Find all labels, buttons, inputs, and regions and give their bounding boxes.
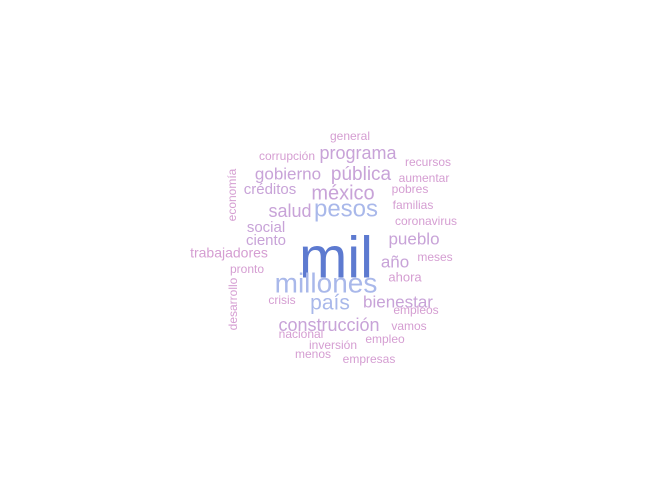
- word-5: construcción: [278, 315, 379, 335]
- word-1: millones: [275, 267, 378, 298]
- word-30: empleos: [393, 303, 438, 317]
- word-20: pobres: [392, 182, 429, 196]
- word-10: gobierno: [255, 164, 321, 183]
- word-35: menos: [295, 347, 331, 361]
- word-2: pesos: [314, 195, 378, 222]
- word-26: pronto: [230, 262, 264, 276]
- word-18: coronavirus: [395, 214, 457, 228]
- word-16: trabajadores: [190, 245, 268, 261]
- word-23: corrupción: [259, 149, 315, 163]
- word-36: empresas: [343, 352, 396, 366]
- word-29: crisis: [268, 293, 295, 307]
- word-34: inversión: [309, 338, 357, 352]
- word-7: programa: [319, 143, 397, 163]
- word-12: año: [381, 252, 409, 271]
- word-11: pueblo: [388, 229, 439, 248]
- word-28: desarrollo: [226, 277, 240, 330]
- word-21: aumentar: [399, 171, 450, 185]
- word-0: mil: [299, 225, 373, 290]
- word-31: vamos: [391, 319, 426, 333]
- word-3: país: [310, 292, 350, 315]
- word-32: nacional: [279, 327, 324, 341]
- word-8: bienestar: [363, 292, 433, 311]
- word-6: pública: [331, 164, 392, 185]
- word-13: créditos: [244, 181, 297, 198]
- word-33: empleo: [365, 332, 405, 346]
- word-14: social: [247, 219, 285, 236]
- word-27: meses: [417, 250, 452, 264]
- word-22: recursos: [405, 155, 451, 169]
- word-15: ciento: [246, 232, 286, 249]
- word-24: general: [330, 129, 370, 143]
- word-19: familias: [393, 198, 434, 212]
- word-17: ahora: [388, 269, 422, 284]
- word-4: méxico: [311, 182, 374, 204]
- word-25: economía: [225, 168, 239, 221]
- word-9: salud: [268, 201, 311, 221]
